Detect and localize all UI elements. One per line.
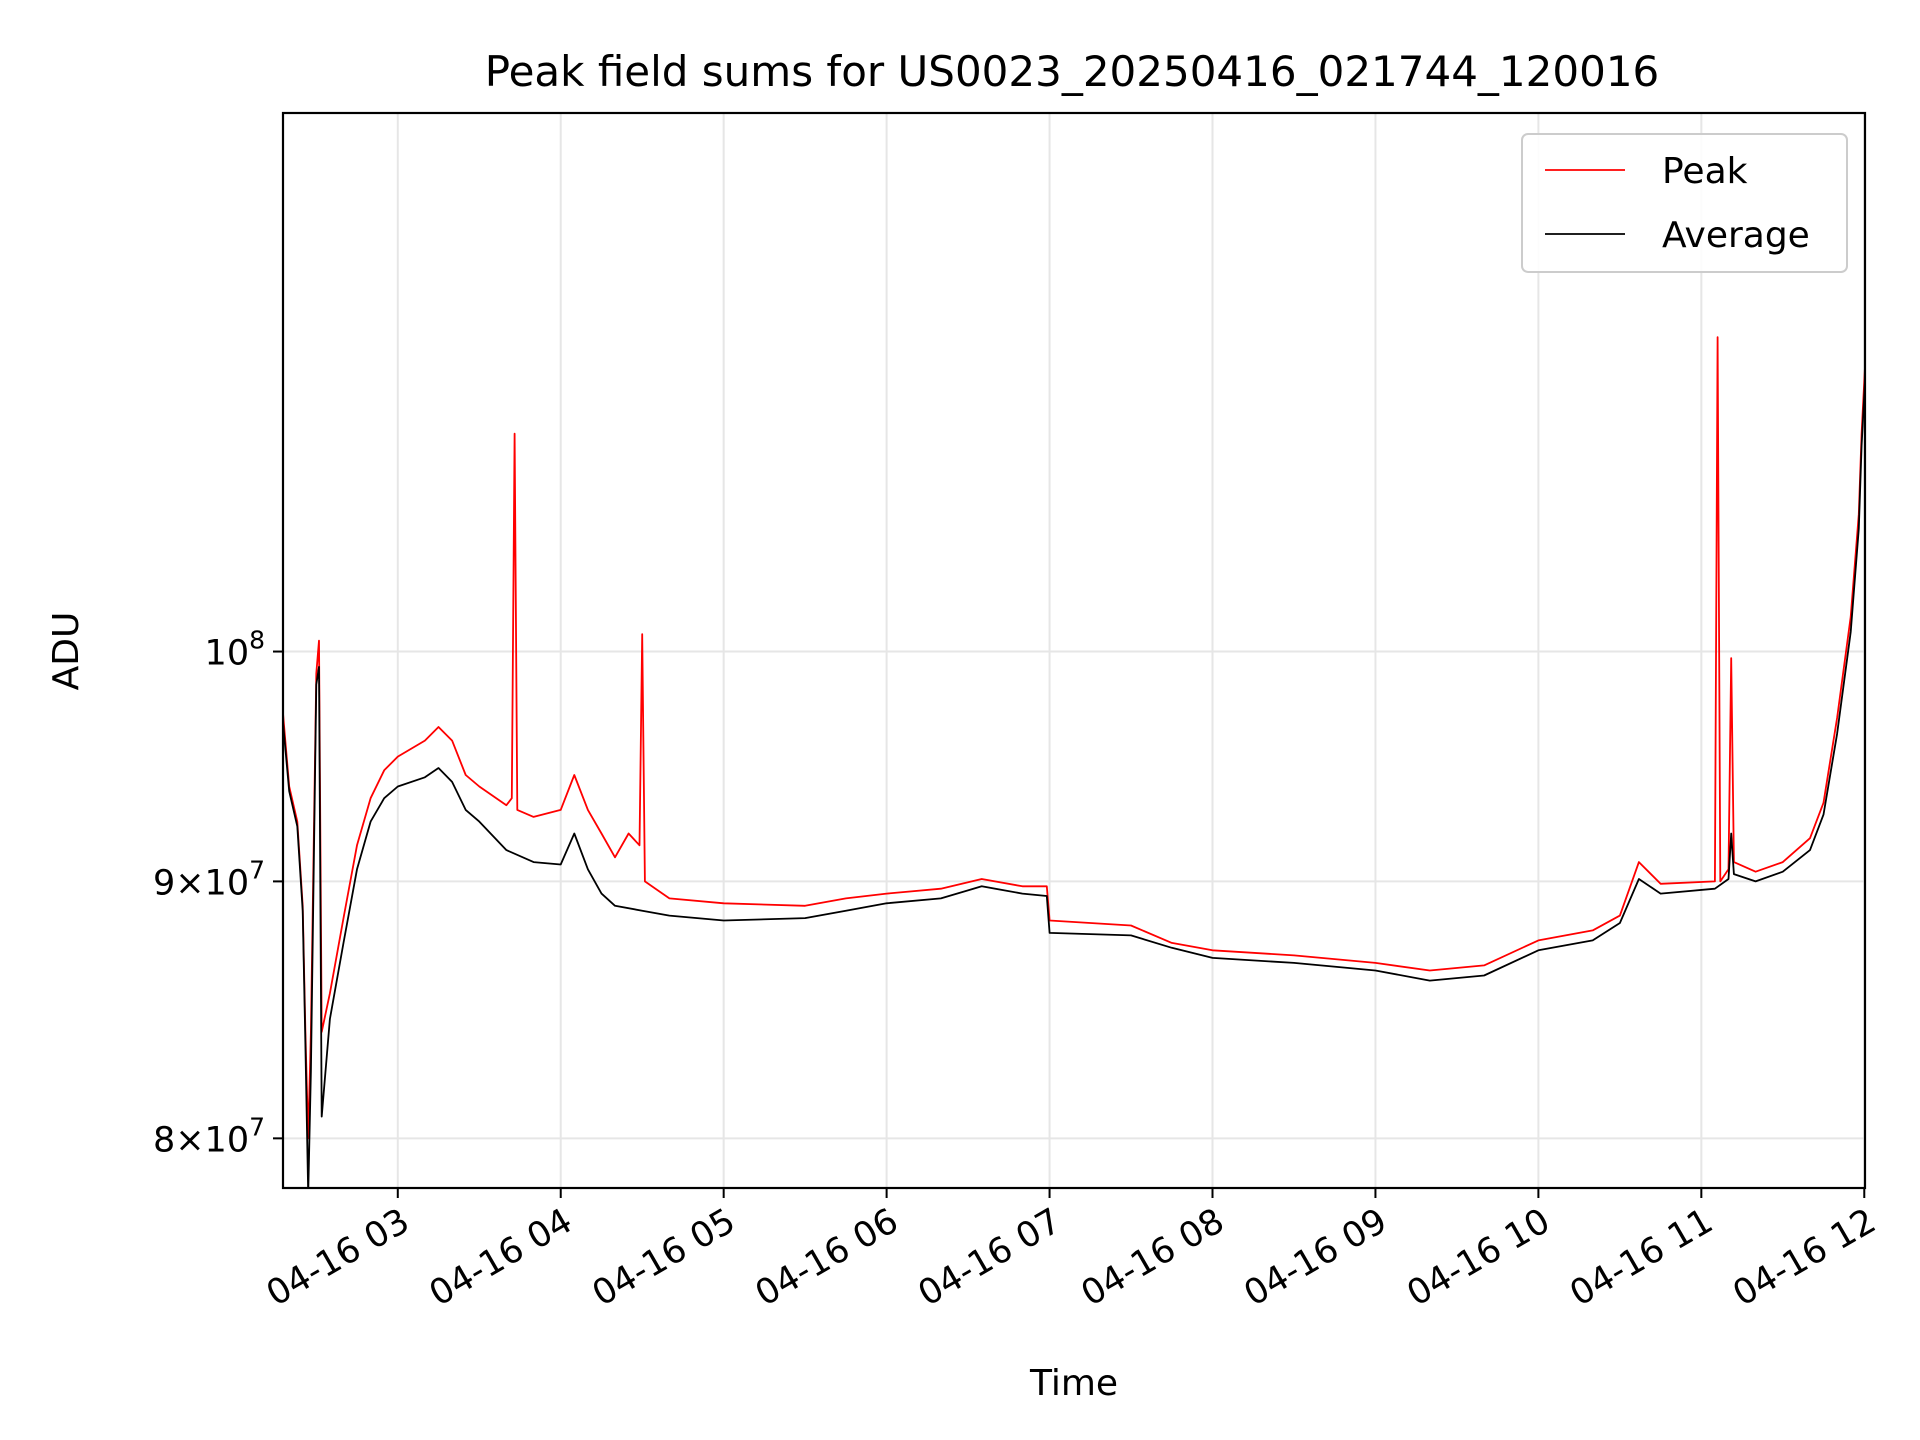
y-tick-exponent: 7 bbox=[249, 1112, 265, 1141]
plot-frame bbox=[281, 111, 1867, 1190]
y-tick-times: × bbox=[175, 863, 204, 903]
y-tick-label: 9×107 bbox=[153, 855, 265, 903]
chart-title: Peak field sums for US0023_20250416_0217… bbox=[485, 47, 1660, 96]
y-tick-times: × bbox=[175, 1120, 204, 1160]
y-tick-exponent: 7 bbox=[249, 855, 265, 884]
y-axis-label: ADU bbox=[46, 612, 87, 691]
legend-box bbox=[1521, 133, 1848, 273]
legend-label-average: Average bbox=[1662, 215, 1810, 256]
x-axis-label: Time bbox=[1029, 1363, 1118, 1404]
y-tick-base-ten: 10 bbox=[205, 1120, 250, 1160]
series-line-average bbox=[283, 363, 1865, 1188]
y-tick-mantissa: 9 bbox=[153, 863, 175, 903]
y-tick-label: 8×107 bbox=[153, 1112, 265, 1160]
y-tick-exponent: 8 bbox=[249, 626, 265, 655]
y-tick-base-ten: 10 bbox=[205, 863, 250, 903]
series-line-peak bbox=[283, 336, 1865, 1140]
legend-label-peak: Peak bbox=[1662, 151, 1748, 192]
y-tick-base-ten: 10 bbox=[205, 634, 250, 674]
y-tick-label: 108 bbox=[205, 626, 265, 674]
series-layer bbox=[283, 336, 1865, 1188]
legend: Peak Average bbox=[1521, 133, 1848, 273]
y-tick-mantissa: 8 bbox=[153, 1120, 175, 1160]
